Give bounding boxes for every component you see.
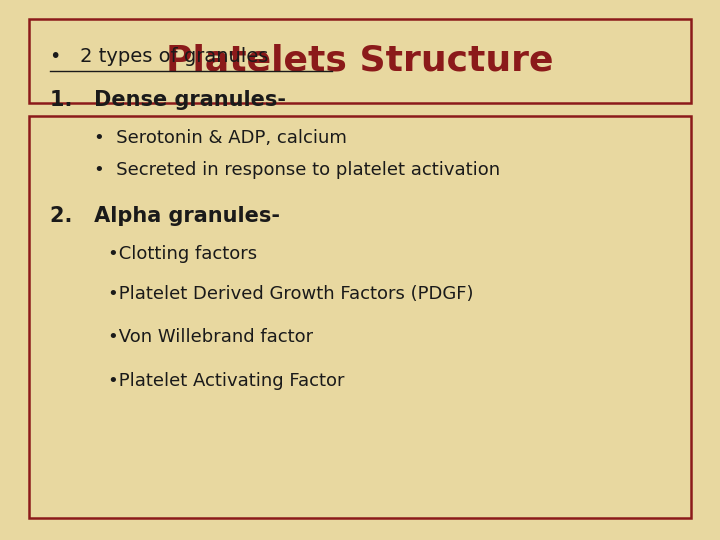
Text: 1.   Dense granules-: 1. Dense granules-	[50, 90, 287, 110]
Text: •Clotting factors: •Clotting factors	[108, 245, 257, 263]
Text: •Platelet Activating Factor: •Platelet Activating Factor	[108, 372, 344, 390]
Text: Platelets Structure: Platelets Structure	[166, 44, 554, 78]
FancyBboxPatch shape	[29, 116, 691, 518]
Text: •Von Willebrand factor: •Von Willebrand factor	[108, 328, 313, 347]
Text: 2.   Alpha granules-: 2. Alpha granules-	[50, 206, 280, 226]
Text: •  Secreted in response to platelet activation: • Secreted in response to platelet activ…	[94, 161, 500, 179]
Text: •Platelet Derived Growth Factors (PDGF): •Platelet Derived Growth Factors (PDGF)	[108, 285, 474, 303]
Text: •   2 types of granules: • 2 types of granules	[50, 47, 269, 66]
Text: •  Serotonin & ADP, calcium: • Serotonin & ADP, calcium	[94, 129, 346, 147]
FancyBboxPatch shape	[29, 19, 691, 103]
